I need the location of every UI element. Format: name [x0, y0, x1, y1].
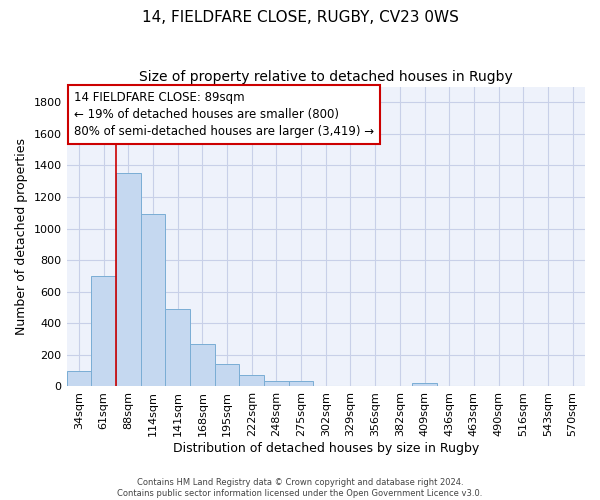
Bar: [239, 376, 264, 386]
Bar: [264, 381, 289, 386]
Text: Contains HM Land Registry data © Crown copyright and database right 2024.
Contai: Contains HM Land Registry data © Crown c…: [118, 478, 482, 498]
X-axis label: Distribution of detached houses by size in Rugby: Distribution of detached houses by size …: [173, 442, 479, 455]
Bar: [116, 174, 140, 386]
Bar: [91, 276, 116, 386]
Bar: [412, 384, 437, 386]
Bar: [165, 309, 190, 386]
Bar: [67, 370, 91, 386]
Text: 14, FIELDFARE CLOSE, RUGBY, CV23 0WS: 14, FIELDFARE CLOSE, RUGBY, CV23 0WS: [142, 10, 458, 25]
Bar: [140, 214, 165, 386]
Text: 14 FIELDFARE CLOSE: 89sqm
← 19% of detached houses are smaller (800)
80% of semi: 14 FIELDFARE CLOSE: 89sqm ← 19% of detac…: [74, 91, 374, 138]
Bar: [289, 381, 313, 386]
Bar: [190, 344, 215, 387]
Title: Size of property relative to detached houses in Rugby: Size of property relative to detached ho…: [139, 70, 512, 84]
Bar: [215, 364, 239, 386]
Y-axis label: Number of detached properties: Number of detached properties: [15, 138, 28, 335]
